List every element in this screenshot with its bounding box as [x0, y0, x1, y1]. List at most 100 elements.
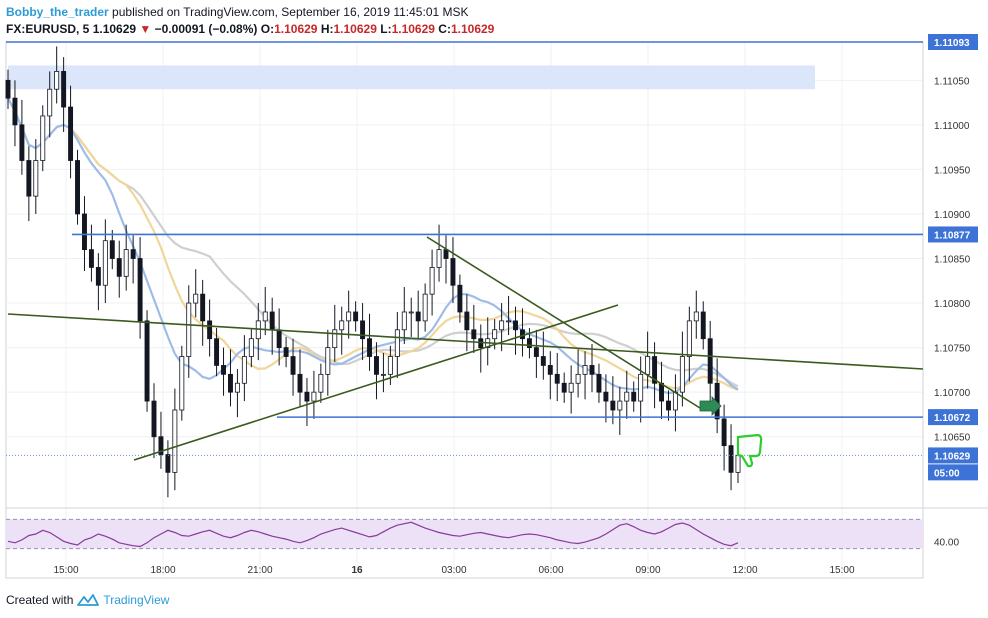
candle: [228, 349, 233, 407]
rsi-tick-label: 40.00: [934, 537, 959, 548]
rsi-line: [7, 521, 739, 548]
candle-body: [339, 320, 345, 331]
price-tick-label: 1.10800: [934, 299, 971, 310]
price-tick-label: 1.10900: [934, 210, 971, 221]
price-tick-label: 1.10850: [934, 255, 971, 266]
candle-body: [450, 258, 456, 286]
price-change: −0.00091 (−0.08%): [154, 22, 258, 36]
candle: [207, 299, 213, 357]
candle-body: [304, 391, 310, 402]
candle: [672, 374, 678, 432]
price-tag-label: 1.11093: [934, 38, 970, 49]
moving-averages: [7, 97, 739, 395]
candle-body: [241, 356, 247, 384]
low-label: L:: [380, 22, 392, 36]
candle: [582, 351, 588, 400]
time-tick-label: 12:00: [732, 565, 757, 576]
price-tag-box: [928, 447, 978, 464]
candle: [547, 351, 553, 400]
ma-blue-line: [7, 97, 739, 395]
symbol-label: FX:EURUSD, 5: [6, 22, 90, 36]
candle-body: [234, 382, 240, 393]
candle-body: [144, 320, 150, 402]
open-label: O:: [260, 22, 275, 36]
candle-body: [666, 400, 671, 411]
candle-body: [700, 311, 706, 340]
candle: [533, 329, 539, 378]
supply-zone[interactable]: [8, 65, 815, 90]
candle-body: [394, 329, 400, 357]
candle-body: [603, 391, 609, 402]
candle-body: [457, 284, 463, 313]
price-tick-label: 1.10950: [934, 165, 971, 176]
candle: [40, 105, 46, 172]
candle: [603, 374, 609, 423]
candle: [12, 80, 18, 147]
ma-gray-line: [7, 97, 739, 388]
candle-body: [707, 338, 713, 384]
candle-body: [513, 320, 518, 331]
candle-body: [554, 373, 560, 384]
candle: [346, 290, 352, 339]
candle: [596, 363, 602, 403]
chart-canvas[interactable]: 1.10650 1.10700 1.10750 1.10800 1.10850 1.109…: [0, 0, 988, 590]
candle-body: [137, 258, 143, 322]
candle-body: [672, 391, 678, 411]
candle: [506, 295, 512, 336]
candle: [728, 424, 734, 491]
candle-body: [54, 71, 60, 90]
candle-body: [506, 320, 512, 323]
candle: [200, 279, 206, 346]
candle-body: [19, 124, 25, 161]
candle: [568, 365, 574, 414]
candle: [304, 377, 310, 427]
trendlines[interactable]: [7, 236, 924, 461]
candle: [415, 290, 421, 339]
price-axis[interactable]: 1.10650 1.10700 1.10750 1.10800 1.10850 1.109…: [928, 34, 978, 548]
candle: [47, 71, 53, 138]
candle-body: [735, 455, 741, 473]
last-price: 1.10629: [92, 22, 137, 36]
tradingview-brand[interactable]: TradingView: [103, 593, 170, 607]
chart-frame: [5, 41, 924, 579]
candle-body: [47, 88, 53, 117]
candle-body: [582, 365, 588, 375]
candle: [700, 301, 706, 350]
candle-body: [429, 267, 435, 295]
candle: [638, 356, 644, 423]
candle-body: [471, 329, 477, 340]
candle: [311, 370, 317, 419]
candle: [102, 219, 108, 304]
candle: [513, 306, 518, 355]
candle-body: [401, 311, 407, 331]
price-tag-label: 05:00: [934, 468, 960, 479]
candle: [248, 328, 254, 368]
time-tick-label: 15:00: [829, 565, 854, 576]
candle: [575, 349, 581, 398]
candle: [262, 287, 268, 336]
candle-body: [297, 373, 303, 393]
candle: [540, 331, 546, 380]
candle-body: [221, 365, 226, 375]
time-axis[interactable]: 15:00 18:00 21:00 16 03:00 06:00 09:00 12:00 15:…: [53, 565, 854, 576]
candle-body: [353, 311, 359, 322]
candle: [679, 331, 685, 407]
horizontal-levels[interactable]: [6, 41, 923, 456]
candle-body: [561, 382, 567, 393]
candle-body: [228, 373, 233, 393]
price-tick-label: 1.11050: [934, 76, 970, 87]
candle: [95, 253, 101, 311]
candle-body: [311, 391, 317, 402]
candle-body: [193, 293, 199, 304]
candle-body: [547, 365, 553, 375]
tradingview-logo-icon: [77, 594, 100, 606]
author-link[interactable]: Bobby_the_trader: [6, 5, 109, 19]
candle: [624, 370, 630, 419]
candle: [520, 308, 525, 357]
price-tag-box: [928, 464, 978, 481]
candle-body: [526, 338, 532, 349]
candle: [241, 335, 247, 402]
candle-body: [130, 249, 136, 259]
candle-body: [610, 400, 616, 411]
rsi-band: [6, 519, 923, 549]
